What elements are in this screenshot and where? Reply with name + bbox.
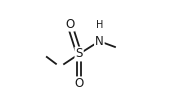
Text: S: S [75, 48, 83, 60]
Text: N: N [95, 35, 104, 48]
Text: H: H [96, 20, 104, 30]
Text: O: O [65, 18, 74, 31]
Text: O: O [75, 77, 84, 90]
